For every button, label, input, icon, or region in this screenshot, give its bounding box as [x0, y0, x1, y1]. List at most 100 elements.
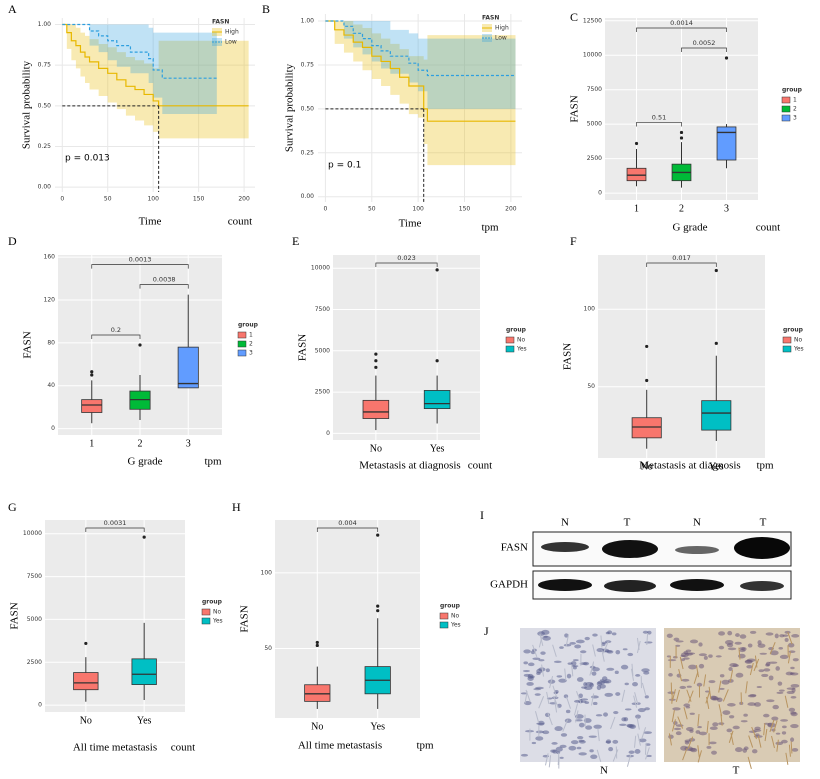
- legend-key: [201, 608, 211, 616]
- blot-column-label: T: [760, 517, 767, 529]
- cell-nucleus: [578, 752, 587, 756]
- cell-nucleus: [583, 718, 592, 723]
- cell-nucleus: [628, 750, 635, 754]
- cell-nucleus: [746, 664, 753, 669]
- cell-nucleus: [600, 680, 610, 684]
- cell-nucleus: [719, 674, 725, 678]
- cell-nucleus: [786, 690, 795, 695]
- cell-nucleus: [718, 645, 725, 650]
- outlier: [374, 352, 378, 356]
- cell-nucleus: [580, 698, 589, 701]
- blot-column-label: N: [561, 517, 569, 529]
- y-tick-label: 0.00: [38, 184, 52, 191]
- fiber: [771, 735, 775, 749]
- fiber: [552, 644, 557, 657]
- y-tick-label: 0.25: [301, 149, 315, 156]
- y-axis-title: FASN: [239, 605, 251, 632]
- fiber: [738, 647, 741, 660]
- legend-label: No: [794, 337, 802, 344]
- x-tick-label: No: [311, 721, 323, 732]
- cell-nucleus: [790, 711, 797, 715]
- fiber: [596, 749, 602, 762]
- x-tick-label: 0: [324, 206, 328, 213]
- blot-column-label: N: [693, 517, 701, 529]
- cell-nucleus: [559, 744, 567, 748]
- cell-nucleus: [520, 692, 528, 695]
- x-tick-label: Yes: [709, 461, 724, 472]
- cell-nucleus: [624, 708, 632, 711]
- cell-nucleus: [538, 659, 545, 662]
- fiber: [575, 710, 579, 723]
- cell-nucleus: [585, 681, 594, 687]
- x-tick-label: Yes: [137, 715, 152, 726]
- x-tick-label: No: [641, 461, 653, 472]
- cell-nucleus: [786, 687, 796, 690]
- legend-label: Yes: [212, 618, 223, 625]
- fiber: [612, 749, 619, 762]
- fiber: [697, 714, 700, 727]
- cell-nucleus: [710, 696, 719, 701]
- x-tick-label: 3: [724, 203, 729, 214]
- cell-nucleus: [769, 650, 779, 656]
- unit-note: tpm: [756, 460, 774, 472]
- cell-nucleus: [542, 730, 550, 735]
- y-tick-label: 0.75: [301, 61, 315, 68]
- fiber: [722, 689, 729, 702]
- cell-nucleus: [697, 726, 702, 729]
- cell-nucleus: [523, 673, 531, 677]
- cell-nucleus: [768, 661, 778, 664]
- fiber: [697, 745, 700, 758]
- box: [73, 672, 99, 691]
- fiber: [549, 675, 554, 689]
- cell-nucleus: [734, 641, 742, 645]
- cell-nucleus: [632, 681, 638, 687]
- box: [81, 399, 103, 413]
- ihc-label: N: [600, 765, 608, 777]
- cell-nucleus: [667, 659, 677, 662]
- cell-nucleus: [528, 662, 535, 667]
- significance-bracket: [636, 27, 727, 32]
- fiber: [785, 752, 789, 765]
- fiber: [706, 696, 710, 710]
- p-value: 0.2: [111, 326, 121, 334]
- y-tick-label: 2500: [587, 155, 602, 162]
- fiber: [610, 716, 616, 730]
- outlier: [714, 268, 718, 273]
- cell-nucleus: [775, 741, 784, 746]
- p-value: p = 0.1: [328, 161, 361, 171]
- cell-nucleus: [634, 749, 641, 754]
- fiber: [764, 728, 768, 742]
- x-axis-title: All time metastasis: [298, 740, 382, 752]
- fiber: [548, 755, 552, 768]
- fiber: [678, 669, 683, 682]
- y-tick-label: 5000: [27, 616, 42, 623]
- cell-nucleus: [696, 682, 703, 687]
- y-tick-label: 0.00: [301, 193, 315, 200]
- legend-title: FASN: [212, 19, 229, 26]
- cell-nucleus: [603, 712, 609, 717]
- fiber: [708, 686, 712, 699]
- outlier: [435, 359, 439, 363]
- fiber: [745, 681, 748, 694]
- x-tick-label: 3: [186, 438, 191, 449]
- x-axis-title: G grade: [672, 222, 707, 234]
- cell-nucleus: [523, 661, 529, 665]
- y-tick-label: 120: [44, 297, 56, 304]
- plot-area: [318, 14, 522, 202]
- cell-nucleus: [672, 656, 678, 659]
- outlier: [84, 641, 88, 646]
- significance-bracket: [646, 262, 717, 267]
- cell-nucleus: [790, 672, 795, 675]
- cell-nucleus: [775, 666, 780, 671]
- cell-nucleus: [559, 646, 564, 649]
- fiber: [668, 733, 672, 746]
- y-tick-label: 50: [587, 383, 595, 390]
- cell-nucleus: [779, 654, 789, 659]
- panel-letter: C: [570, 10, 578, 24]
- cell-nucleus: [523, 649, 531, 654]
- cell-nucleus: [698, 663, 705, 669]
- fiber: [590, 693, 595, 706]
- legend-key: [782, 336, 792, 344]
- cell-nucleus: [739, 634, 747, 639]
- legend-label: 3: [793, 115, 797, 122]
